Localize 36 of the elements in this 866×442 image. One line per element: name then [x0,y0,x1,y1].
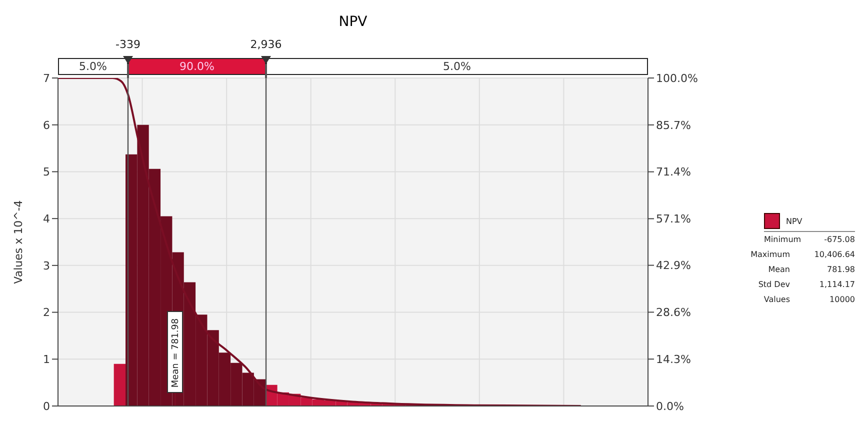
y-tick-label: 2 [43,306,50,320]
note-box: Mean = 781.98 [167,311,184,394]
y2-tick-label: 57.1% [656,212,691,226]
annotation: Mean = 781.98 [171,318,182,388]
strip: 5.0% [266,58,648,75]
text: 1,114.17 [819,279,855,291]
text: -675.08 [824,234,855,246]
text: Values [762,294,790,306]
y2-tick-label: 71.4% [656,166,691,179]
text: 10000 [830,294,855,306]
y-tick-label: 3 [43,259,50,272]
ref-line-label: 2,936 [249,38,283,51]
text: Std Dev [757,279,790,291]
text: Mean [767,264,790,276]
text: Minimum [763,234,802,246]
y2-tick-label: 100.0% [656,72,698,85]
legend-label: NPV [786,216,802,226]
y-tick-label: 0 [43,400,50,413]
text: 10,406.64 [814,249,855,261]
y-tick-label: 4 [43,212,50,226]
chart-title: NPV [338,14,368,30]
y-axis-title: Values x 10^-4 [12,200,25,284]
y-tick-label: 1 [43,353,50,366]
y-tick-label: 6 [43,118,50,132]
highlighted-strip: 90.0% [128,58,266,75]
ref-line-label: -339 [114,38,142,51]
text: Maximum [750,249,790,261]
y-tick-label: 7 [43,72,50,85]
y2-tick-label: 14.3% [656,353,691,366]
y2-tick-label: 85.7% [656,118,691,132]
y2-tick-label: 0.0% [656,400,684,413]
y-tick-label: 5 [43,166,50,179]
strip: 5.0% [58,58,128,75]
text: 781.98 [827,264,855,276]
y2-tick-label: 28.6% [656,306,691,320]
y2-tick-label: 42.9% [656,259,691,272]
